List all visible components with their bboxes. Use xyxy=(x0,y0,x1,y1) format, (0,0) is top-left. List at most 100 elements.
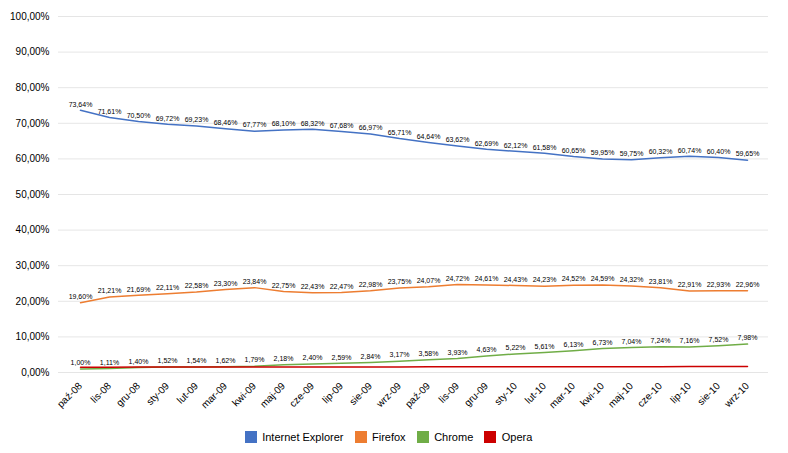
svg-text:3,93%: 3,93% xyxy=(448,349,468,356)
svg-text:5,22%: 5,22% xyxy=(506,344,526,351)
svg-text:69,23%: 69,23% xyxy=(185,116,209,123)
svg-text:2,59%: 2,59% xyxy=(332,354,352,361)
svg-text:100,00%: 100,00% xyxy=(10,11,50,22)
svg-text:22,58%: 22,58% xyxy=(185,282,209,289)
svg-text:24,23%: 24,23% xyxy=(533,276,557,283)
svg-text:67,77%: 67,77% xyxy=(243,121,267,128)
svg-text:paź-08: paź-08 xyxy=(55,380,85,410)
svg-text:24,52%: 24,52% xyxy=(562,275,586,282)
svg-text:60,65%: 60,65% xyxy=(562,147,586,154)
svg-text:68,10%: 68,10% xyxy=(272,120,296,127)
svg-text:62,69%: 62,69% xyxy=(475,140,499,147)
svg-text:7,52%: 7,52% xyxy=(709,336,729,343)
svg-text:70,00%: 70,00% xyxy=(16,118,50,129)
svg-text:paź-09: paź-09 xyxy=(403,380,433,410)
svg-text:59,95%: 59,95% xyxy=(591,149,615,156)
svg-text:73,64%: 73,64% xyxy=(69,101,93,108)
svg-text:1,11%: 1,11% xyxy=(100,359,119,366)
svg-text:kwi-10: kwi-10 xyxy=(578,380,607,409)
svg-text:1,62%: 1,62% xyxy=(216,357,236,364)
svg-text:lut-10: lut-10 xyxy=(523,380,549,406)
svg-text:61,58%: 61,58% xyxy=(533,144,557,151)
svg-text:cze-10: cze-10 xyxy=(635,380,664,409)
svg-text:maj-10: maj-10 xyxy=(606,380,636,410)
svg-text:22,47%: 22,47% xyxy=(330,283,354,290)
svg-text:59,75%: 59,75% xyxy=(620,150,644,157)
svg-text:1,79%: 1,79% xyxy=(245,356,265,363)
svg-text:62,12%: 62,12% xyxy=(504,142,528,149)
svg-text:wrz-09: wrz-09 xyxy=(373,380,403,410)
svg-text:22,11%: 22,11% xyxy=(156,284,179,291)
svg-text:90,00%: 90,00% xyxy=(16,46,50,57)
svg-text:22,93%: 22,93% xyxy=(707,281,731,288)
svg-text:1,52%: 1,52% xyxy=(158,357,178,364)
svg-text:7,24%: 7,24% xyxy=(651,337,671,344)
svg-text:24,43%: 24,43% xyxy=(504,276,528,283)
svg-text:2,40%: 2,40% xyxy=(303,354,323,361)
svg-text:2,18%: 2,18% xyxy=(274,355,294,362)
svg-text:60,40%: 60,40% xyxy=(707,148,731,155)
svg-text:lip-10: lip-10 xyxy=(668,380,693,405)
svg-text:10,00%: 10,00% xyxy=(16,331,50,342)
svg-text:22,96%: 22,96% xyxy=(736,281,760,288)
svg-text:sty-09: sty-09 xyxy=(144,380,171,407)
svg-text:wrz-10: wrz-10 xyxy=(721,380,751,410)
svg-text:70,50%: 70,50% xyxy=(127,112,151,119)
svg-text:24,59%: 24,59% xyxy=(591,275,615,282)
svg-text:22,75%: 22,75% xyxy=(272,282,296,289)
svg-text:60,74%: 60,74% xyxy=(678,147,702,154)
svg-text:0,00%: 0,00% xyxy=(21,367,49,378)
svg-text:22,98%: 22,98% xyxy=(359,281,383,288)
svg-text:80,00%: 80,00% xyxy=(16,82,50,93)
svg-text:63,62%: 63,62% xyxy=(446,136,470,143)
svg-text:5,61%: 5,61% xyxy=(535,343,555,350)
svg-text:lut-09: lut-09 xyxy=(175,380,201,406)
svg-text:lip-09: lip-09 xyxy=(320,380,345,405)
svg-text:30,00%: 30,00% xyxy=(16,260,50,271)
svg-text:20,00%: 20,00% xyxy=(16,296,50,307)
svg-text:sty-10: sty-10 xyxy=(492,380,519,407)
svg-text:maj-09: maj-09 xyxy=(258,380,288,410)
svg-text:23,30%: 23,30% xyxy=(214,280,238,287)
svg-text:23,84%: 23,84% xyxy=(243,278,267,285)
svg-text:sie-10: sie-10 xyxy=(695,380,722,407)
svg-text:68,32%: 68,32% xyxy=(301,120,325,127)
svg-text:23,75%: 23,75% xyxy=(388,278,412,285)
svg-text:69,72%: 69,72% xyxy=(156,115,180,122)
svg-text:3,58%: 3,58% xyxy=(419,350,439,357)
svg-text:lis-09: lis-09 xyxy=(436,380,461,405)
svg-text:21,69%: 21,69% xyxy=(127,286,151,293)
svg-text:sie-09: sie-09 xyxy=(347,380,374,407)
svg-text:mar-09: mar-09 xyxy=(199,380,229,410)
svg-text:60,32%: 60,32% xyxy=(649,148,673,155)
svg-text:40,00%: 40,00% xyxy=(16,224,50,235)
svg-text:lis-08: lis-08 xyxy=(88,380,113,405)
svg-text:1,00%: 1,00% xyxy=(71,359,91,366)
svg-text:64,64%: 64,64% xyxy=(417,133,441,140)
svg-text:2,84%: 2,84% xyxy=(361,353,381,360)
svg-text:50,00%: 50,00% xyxy=(16,189,50,200)
svg-text:19,60%: 19,60% xyxy=(69,293,93,300)
svg-text:6,73%: 6,73% xyxy=(593,339,613,346)
svg-text:22,43%: 22,43% xyxy=(301,283,325,290)
svg-text:59,65%: 59,65% xyxy=(736,150,760,157)
svg-text:22,91%: 22,91% xyxy=(678,281,702,288)
svg-text:67,68%: 67,68% xyxy=(330,122,354,129)
svg-text:6,13%: 6,13% xyxy=(564,341,584,348)
svg-text:60,00%: 60,00% xyxy=(16,153,50,164)
svg-text:kwi-09: kwi-09 xyxy=(230,380,259,409)
svg-text:23,81%: 23,81% xyxy=(649,278,673,285)
svg-text:24,72%: 24,72% xyxy=(446,275,470,282)
svg-text:7,16%: 7,16% xyxy=(680,337,700,344)
svg-text:66,97%: 66,97% xyxy=(359,124,383,131)
svg-text:4,63%: 4,63% xyxy=(477,346,497,353)
svg-text:24,07%: 24,07% xyxy=(417,277,441,284)
svg-text:7,98%: 7,98% xyxy=(738,334,758,341)
svg-text:3,17%: 3,17% xyxy=(390,351,410,358)
svg-text:1,40%: 1,40% xyxy=(129,358,149,365)
svg-text:65,71%: 65,71% xyxy=(388,129,412,136)
svg-text:cze-09: cze-09 xyxy=(287,380,316,409)
svg-text:7,04%: 7,04% xyxy=(622,338,642,345)
svg-text:21,21%: 21,21% xyxy=(98,287,122,294)
svg-text:mar-10: mar-10 xyxy=(547,380,577,410)
